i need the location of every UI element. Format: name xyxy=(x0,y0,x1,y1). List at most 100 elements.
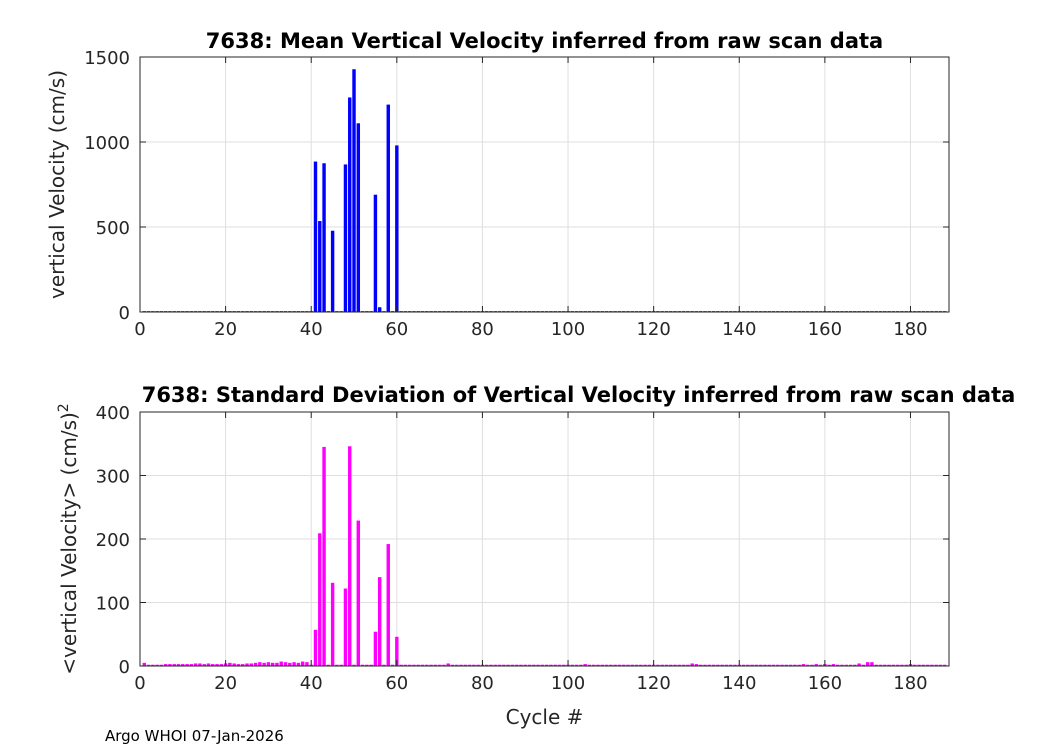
chart-1-x-tick-label: 100 xyxy=(551,319,585,340)
chart-2-bar xyxy=(262,662,266,666)
chart-2-baseline-bar xyxy=(326,664,331,666)
chart-2-baseline-bar xyxy=(827,664,831,666)
chart-2-baseline-bar xyxy=(746,664,750,666)
chart-2-baseline-bar xyxy=(412,664,416,666)
chart-2-bar xyxy=(232,663,236,666)
chart-2-xlabel: Cycle # xyxy=(506,705,584,729)
chart-2-baseline-bar xyxy=(455,664,459,666)
chart-2-baseline-bar xyxy=(913,664,917,666)
chart-2-baseline-bar xyxy=(895,664,900,666)
chart-2-baseline-bar xyxy=(699,664,703,666)
chart-2-baseline-bar xyxy=(536,664,540,666)
chart-2-baseline-bar xyxy=(621,664,626,666)
chart-2-y-tick-label: 100 xyxy=(96,594,130,615)
chart-1-x-tick-label: 0 xyxy=(134,319,145,340)
chart-2-baseline-bar xyxy=(626,664,630,666)
chart-2-baseline-bar xyxy=(420,664,425,666)
chart-2-baseline-bar xyxy=(549,664,553,666)
chart-2-baseline-bar xyxy=(776,664,780,666)
chart-2-baseline-bar xyxy=(656,664,660,666)
chart-2-bar xyxy=(870,662,874,666)
chart-2-bar xyxy=(185,664,189,666)
chart-2-x-tick-label: 20 xyxy=(214,673,237,694)
chart-2-baseline-bar xyxy=(506,664,510,666)
chart-2-bar xyxy=(266,662,271,666)
chart-1-bar xyxy=(356,123,361,312)
chart-2-baseline-bar xyxy=(716,664,720,666)
chart-2-bar xyxy=(300,661,305,666)
chart-2-bar xyxy=(228,662,232,666)
chart-2-bar xyxy=(292,662,296,666)
chart-2-baseline-bar xyxy=(835,664,840,666)
chart-2-bar xyxy=(202,664,206,666)
chart-2-bar xyxy=(446,663,450,666)
chart-2-baseline-bar xyxy=(630,664,634,666)
chart-2-baseline-bar xyxy=(459,664,463,666)
chart-2-bar xyxy=(142,662,146,666)
chart-2-bar xyxy=(690,663,694,666)
chart-2-bar xyxy=(270,662,275,666)
chart-2-baseline-bar xyxy=(681,664,686,666)
chart-2-baseline-bar xyxy=(793,664,797,666)
chart-2-baseline-bar xyxy=(750,664,754,666)
chart-2-baseline-bar xyxy=(365,664,369,666)
chart-2-bar xyxy=(279,661,283,666)
chart-2-baseline-bar xyxy=(553,664,557,666)
chart-2-baseline-bar xyxy=(369,664,373,666)
chart-2-bar xyxy=(373,631,378,666)
chart-2-baseline-bar xyxy=(562,664,566,666)
chart-2-baseline-bar xyxy=(925,664,930,666)
chart-2-baseline-bar xyxy=(600,664,604,666)
chart-1-x-tick-label: 20 xyxy=(214,319,237,340)
chart-2-bar xyxy=(211,664,215,666)
chart-2-baseline-bar xyxy=(917,664,921,666)
chart-1-title: 7638: Mean Vertical Velocity inferred fr… xyxy=(206,29,883,53)
chart-2-bar xyxy=(168,664,172,666)
chart-2-baseline-bar xyxy=(574,664,579,666)
chart-2-bar xyxy=(831,664,836,666)
chart-1-bar xyxy=(313,161,318,312)
chart-2-baseline-bar xyxy=(883,664,887,666)
chart-2-bar xyxy=(206,663,211,666)
chart-1-bar xyxy=(330,230,335,312)
chart-2-baseline-bar xyxy=(634,664,639,666)
chart-2-baseline-bar xyxy=(853,664,857,666)
chart-2-baseline-bar xyxy=(159,664,164,666)
chart-2-baseline-bar xyxy=(643,664,647,666)
chart-2-baseline-bar xyxy=(818,664,823,666)
chart-1-axes-box xyxy=(139,56,950,313)
chart-2-baseline-bar xyxy=(360,664,365,666)
chart-2-ylabel: <vertical Velocity> (cm/s)2 xyxy=(56,403,81,674)
chart-2-bar xyxy=(343,588,348,666)
chart-2-x-tick-label: 80 xyxy=(471,673,494,694)
chart-2-baseline-bar xyxy=(707,664,712,666)
chart-2-baseline-bar xyxy=(399,664,403,666)
chart-1-bar xyxy=(373,194,378,312)
chart-1-bar xyxy=(395,145,399,312)
chart-2-baseline-bar xyxy=(489,664,493,666)
chart-1: 0 20 40 60 80 100 120 140 160 180 0 500 1000 1500 7638… xyxy=(45,29,950,340)
chart-2-baseline-bar xyxy=(797,664,801,666)
chart-2-baseline-bar xyxy=(733,664,737,666)
chart-2-baseline-bar xyxy=(874,664,878,666)
chart-1-plot-area xyxy=(140,57,949,312)
chart-2-bar xyxy=(275,662,279,666)
chart-2: 0 20 40 60 80 100 120 140 160 180 0 100 200 300 400 763… xyxy=(56,383,1015,729)
chart-2-baseline-bar xyxy=(390,664,395,666)
chart-2-x-tick-label: 0 xyxy=(134,673,145,694)
chart-2-baseline-bar xyxy=(609,664,613,666)
chart-2-bar xyxy=(198,663,202,666)
chart-1-y-tick-label: 1000 xyxy=(84,133,130,154)
chart-2-baseline-bar xyxy=(433,664,438,666)
chart-2-baseline-bar xyxy=(639,664,643,666)
chart-2-baseline-bar xyxy=(146,664,151,666)
chart-2-baseline-bar xyxy=(523,664,527,666)
chart-1-x-tick-label: 40 xyxy=(300,319,323,340)
chart-2-baseline-bar xyxy=(720,664,724,666)
chart-2-baseline-bar xyxy=(592,664,596,666)
chart-2-baseline-bar xyxy=(677,664,682,666)
chart-1-bar xyxy=(318,221,322,312)
chart-2-ylabel-superscript: 2 xyxy=(56,403,72,412)
chart-1-ylabel: vertical Velocity (cm/s) xyxy=(45,70,69,299)
